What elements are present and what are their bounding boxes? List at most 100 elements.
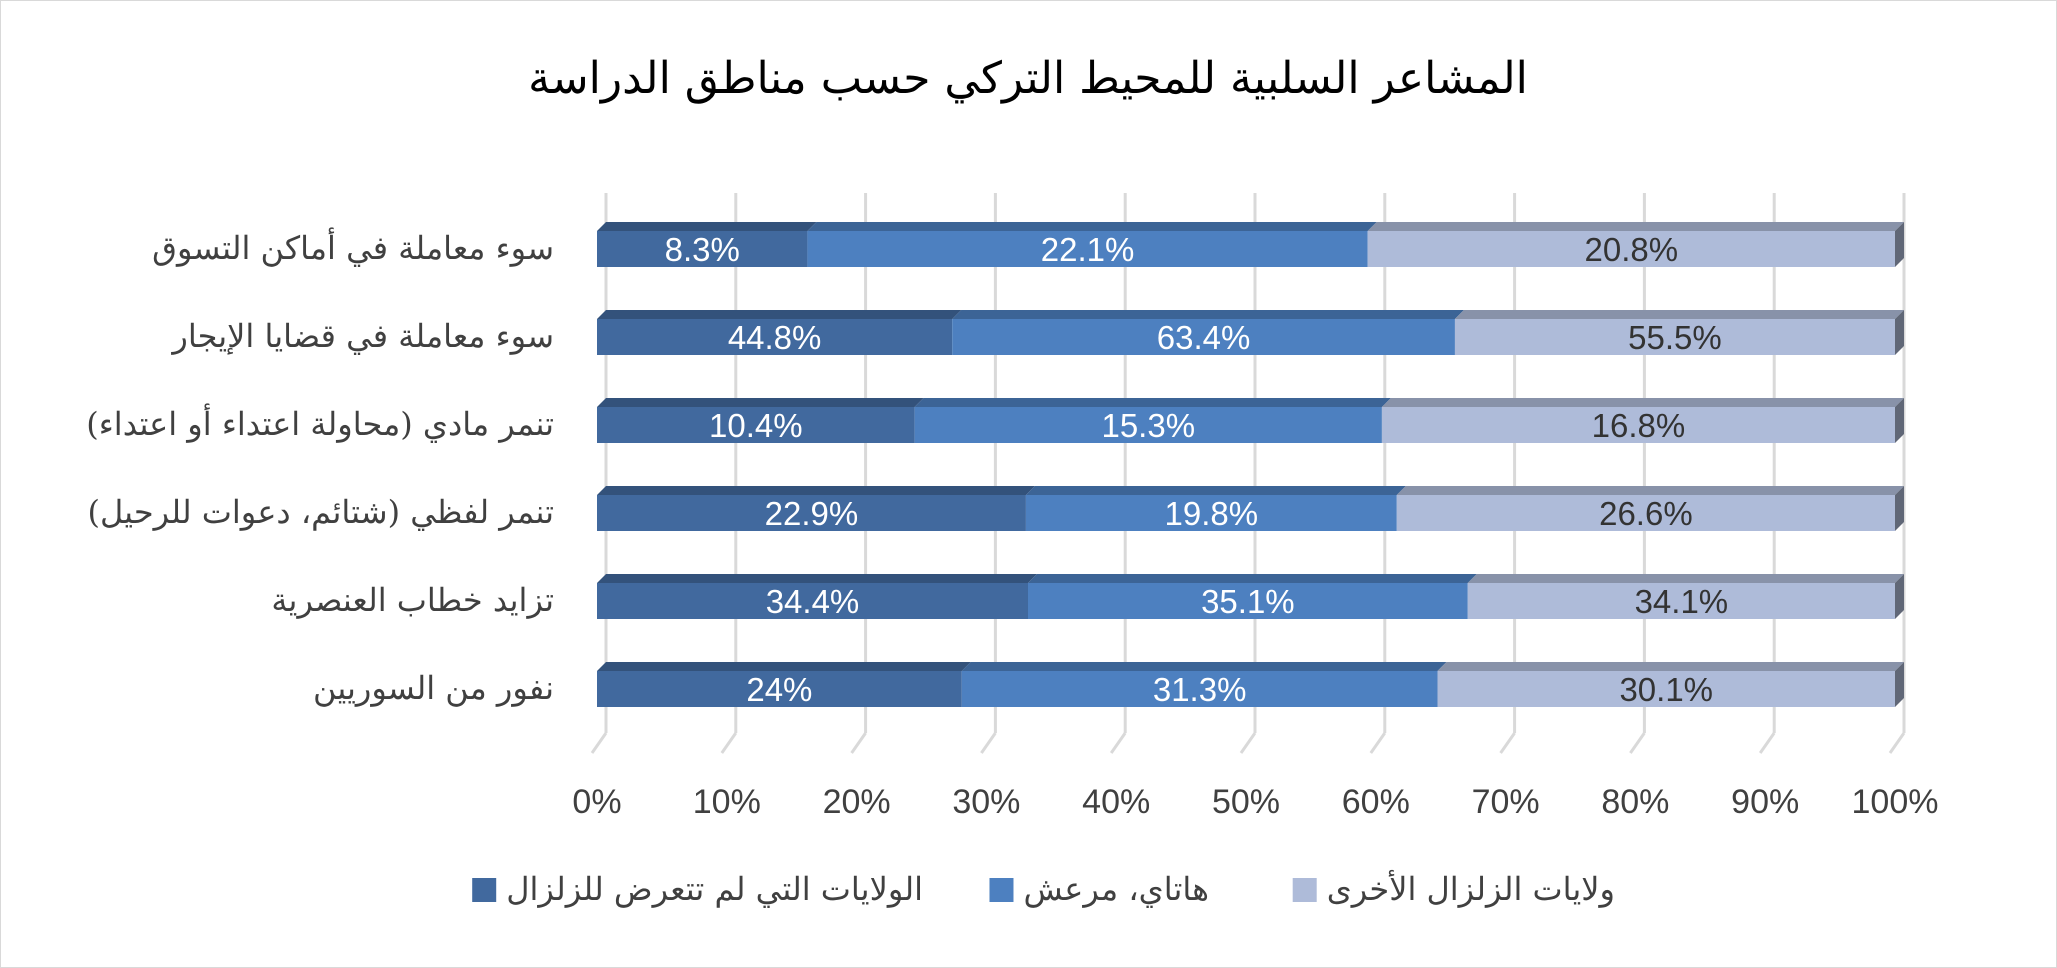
bar-segment xyxy=(952,319,1455,355)
bar-segment xyxy=(1025,495,1397,531)
bar-segment-top xyxy=(597,222,817,231)
x-tick-label: 20% xyxy=(823,783,891,821)
bar-segment xyxy=(914,407,1382,443)
bar-segment-top xyxy=(1027,574,1477,583)
bar-segment xyxy=(1437,671,1895,707)
data-label: 30.1% xyxy=(1619,671,1713,708)
bar-segment-top xyxy=(952,310,1464,319)
bar-segment xyxy=(1396,495,1895,531)
bar-row: 34.4% 35.1% 34.1% xyxy=(597,574,1904,620)
bar-segment xyxy=(1367,231,1895,267)
bar-row: 8.3% 22.1% 20.8% xyxy=(597,222,1904,268)
x-tick-label: 80% xyxy=(1601,783,1669,821)
legend-item: ولايات الزلزال الأخرى xyxy=(1292,869,1615,908)
bar-segment xyxy=(597,231,808,267)
bar-segment xyxy=(597,583,1028,619)
x-axis-tick-labels: 0% 10% 20% 30% 40% 50% 60% 70% 80% 90% 100% xyxy=(572,783,1938,821)
legend-label: هاتاي، مرعش xyxy=(1023,870,1209,908)
category-label: سوء معاملة في قضايا الإيجار xyxy=(170,317,554,356)
x-tick-label: 100% xyxy=(1852,783,1939,821)
gridline-floor xyxy=(850,732,867,754)
category-label: تنمر مادي (محاولة اعتداء أو اعتداء) xyxy=(86,403,554,443)
bar-segment-top xyxy=(1454,310,1904,319)
bar-segment xyxy=(807,231,1368,267)
bar-segment-top xyxy=(1025,486,1406,495)
bar-segment-top xyxy=(597,486,1035,495)
gridline-floor xyxy=(590,732,608,754)
legend-swatch xyxy=(1292,878,1317,902)
data-label: 31.3% xyxy=(1153,671,1247,708)
x-tick-label: 0% xyxy=(572,783,621,821)
category-label: نفور من السوريين xyxy=(313,669,554,707)
x-tick-label: 10% xyxy=(693,783,761,821)
bar-segment xyxy=(1467,583,1895,619)
data-label: 22.1% xyxy=(1041,231,1135,268)
gridline-floor xyxy=(1369,732,1387,754)
gridline-floor xyxy=(1499,732,1516,754)
bar-segment-side xyxy=(1895,486,1904,531)
legend-label: الولايات التي لم تتعرض للزلزال xyxy=(506,870,923,908)
gridline-floor xyxy=(1629,732,1646,754)
x-tick-label: 70% xyxy=(1472,783,1540,821)
bar-segment-top xyxy=(961,662,1447,671)
data-label: 8.3% xyxy=(665,231,740,268)
bar-row: 24% 31.3% 30.1% xyxy=(597,662,1904,708)
bar-row: 22.9% 19.8% 26.6% xyxy=(597,486,1904,532)
data-label: 34.1% xyxy=(1635,583,1729,620)
bar-segment xyxy=(597,319,953,355)
data-label: 16.8% xyxy=(1592,407,1686,444)
data-label: 15.3% xyxy=(1101,407,1195,444)
category-labels: سوء معاملة في أماكن التسوق سوء معاملة في … xyxy=(86,227,554,707)
bar-segment-top xyxy=(597,574,1037,583)
data-label: 44.8% xyxy=(728,319,822,356)
legend-item: الولايات التي لم تتعرض للزلزال xyxy=(472,870,923,908)
category-label: سوء معاملة في أماكن التسوق xyxy=(152,227,554,267)
category-label: تزايد خطاب العنصرية xyxy=(271,581,554,619)
gridline-floor xyxy=(1239,732,1257,754)
bar-segment xyxy=(1027,583,1468,619)
x-tick-label: 50% xyxy=(1212,783,1280,821)
gridline-floor xyxy=(1109,732,1127,754)
legend-swatch xyxy=(989,878,1014,902)
data-label: 34.4% xyxy=(766,583,860,620)
legend: الولايات التي لم تتعرض للزلزال هاتاي، مرع… xyxy=(472,869,1615,908)
x-tick-label: 30% xyxy=(952,783,1020,821)
bar-segment-side xyxy=(1895,574,1904,619)
bar-segment xyxy=(597,407,915,443)
data-label: 19.8% xyxy=(1165,495,1259,532)
bar-segment-side xyxy=(1895,310,1904,355)
category-label: تنمر لفظي (شتائم، دعوات للرحيل) xyxy=(87,493,554,531)
bar-segment-top xyxy=(807,222,1377,231)
gridline-floor xyxy=(980,732,997,754)
x-tick-label: 90% xyxy=(1731,783,1799,821)
bar-row: 10.4% 15.3% 16.8% xyxy=(597,398,1904,444)
data-label: 10.4% xyxy=(709,407,803,444)
data-label: 26.6% xyxy=(1599,495,1693,532)
data-label: 55.5% xyxy=(1628,319,1722,356)
bar-segment-top xyxy=(597,398,924,407)
bar-segment-top xyxy=(1467,574,1904,583)
bar-segment-top xyxy=(914,398,1391,407)
bar-segment-side xyxy=(1895,398,1904,443)
legend-label: ولايات الزلزال الأخرى xyxy=(1327,869,1615,908)
bar-segment-side xyxy=(1895,662,1904,707)
chart-title: المشاعر السلبية للمحيط التركي حسب مناطق … xyxy=(528,53,1528,104)
bar-segment xyxy=(1454,319,1895,355)
bar-segment xyxy=(597,495,1026,531)
gridline-floor xyxy=(720,732,738,754)
bar-segment-top xyxy=(1367,222,1904,231)
legend-item: هاتاي، مرعش xyxy=(989,870,1209,908)
bar-segment xyxy=(597,671,962,707)
data-label: 20.8% xyxy=(1585,231,1679,268)
bar-segment-top xyxy=(597,310,962,319)
bar-segment-top xyxy=(597,662,971,671)
bar-segment-top xyxy=(1381,398,1904,407)
data-label: 24% xyxy=(746,671,812,708)
bar-row: 44.8% 63.4% 55.5% xyxy=(597,310,1904,356)
bar-segment xyxy=(1381,407,1895,443)
data-label: 22.9% xyxy=(765,495,859,532)
bar-segment-side xyxy=(1895,222,1904,267)
bars: 8.3% 22.1% 20.8%44.8% 63.4% 55.5%10.4% 15.3% 1… xyxy=(597,222,1904,708)
bar-segment xyxy=(961,671,1438,707)
